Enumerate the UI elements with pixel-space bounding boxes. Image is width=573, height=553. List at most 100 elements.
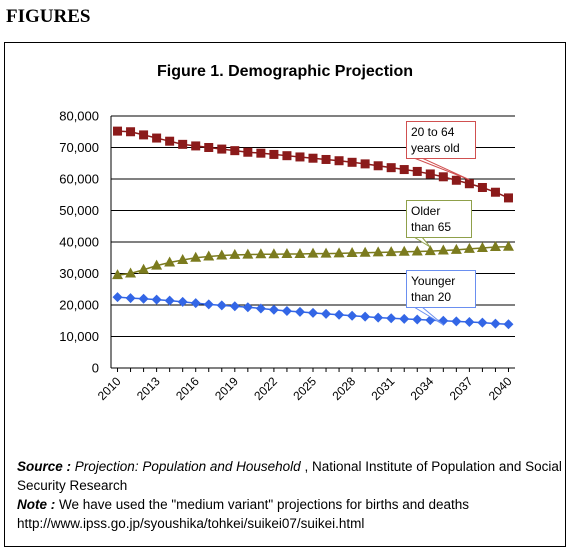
y-tick-label: 0 [92,361,99,376]
source-title: Projection: Population and Household [74,459,301,474]
series-label-line: Older [411,204,441,218]
data-point-triangle [502,240,514,251]
data-point-diamond [412,314,423,325]
y-tick-label: 50,000 [59,203,99,218]
data-point-square [126,127,136,137]
data-point-square [178,139,188,149]
chart-title: Figure 1. Demographic Projection [156,63,414,80]
data-point-triangle [398,245,410,256]
data-point-diamond [334,309,345,320]
data-point-square [373,161,383,171]
series-label-older-than-65: Older than 65 [406,200,472,238]
data-point-diamond [503,319,514,330]
data-point-triangle [385,246,397,257]
data-point-square [191,141,201,151]
data-point-square [360,159,370,169]
data-point-triangle [268,248,280,259]
x-tick-label: 2016 [173,374,202,403]
data-point-square [308,153,318,163]
data-point-triangle [307,247,319,258]
series-label-line: years old [411,141,460,155]
data-point-diamond [347,310,358,321]
data-point-square [477,183,487,193]
data-point-triangle [437,244,449,255]
data-point-triangle [151,259,163,270]
data-point-diamond [477,317,488,328]
source-label: Source : [17,459,72,474]
data-point-triangle [411,245,423,256]
data-point-diamond [281,305,292,316]
source-line: Source : Projection: Population and Hous… [17,457,562,495]
data-point-square [230,146,240,156]
x-tick-label: 2022 [251,374,280,403]
data-point-square [386,163,396,173]
data-point-square [503,193,513,203]
data-point-square [490,187,500,197]
data-point-triangle [216,249,228,260]
data-point-diamond [268,304,279,315]
series-label-line: 20 to 64 [411,125,455,139]
data-point-triangle [463,242,475,253]
data-point-diamond [399,313,410,324]
x-tick-label: 2040 [486,374,515,403]
data-point-square [256,148,266,158]
y-tick-label: 30,000 [59,266,99,281]
data-point-triangle [281,247,293,258]
data-point-triangle [164,256,176,267]
x-tick-label: 2013 [134,374,163,403]
data-point-triangle [190,251,202,262]
chart-frame: Figure 1. Demographic Projection 0 10,000… [4,42,566,547]
chart-plot: 0 10,000 20,000 30,000 40,000 50,000 60,000 70,… [59,109,515,403]
note-url: http://www.ipss.go.jp/syoushika/tohkei/s… [17,516,365,531]
data-point-square [269,149,279,159]
data-point-diamond [386,313,397,324]
data-point-diamond [490,318,501,329]
data-point-triangle [359,246,371,257]
data-point-diamond [190,298,201,309]
data-point-triangle [333,247,345,258]
note-line: Note : We have used the "medium variant"… [17,495,562,514]
data-point-diamond [216,300,227,311]
data-point-diamond [229,301,240,312]
note-label: Note : [17,497,56,512]
chart-notes: Source : Projection: Population and Hous… [17,457,562,533]
series-label-20-to-64: 20 to 64 years old [406,121,476,159]
data-point-square [334,156,344,166]
x-tick-label: 2031 [369,374,398,403]
data-point-triangle [489,241,501,252]
data-point-triangle [346,247,358,258]
series-label-younger-than-20: Younger than 20 [406,270,476,308]
data-point-diamond [164,295,175,306]
y-tick-label: 10,000 [59,329,99,344]
page-heading: FIGURES [6,6,91,27]
data-point-diamond [308,307,318,318]
data-point-triangle [177,253,189,264]
y-tick-label: 40,000 [59,235,99,250]
series-label-line: than 65 [411,220,452,234]
data-point-diamond [464,317,475,328]
data-point-square [282,151,292,161]
data-point-triangle [125,267,137,278]
data-point-square [139,130,149,140]
data-point-square [464,179,474,189]
data-point-square [165,136,175,146]
y-tick-label: 20,000 [59,298,99,313]
data-point-triangle [476,241,488,252]
data-point-triangle [112,269,124,280]
y-tick-label: 70,000 [59,140,99,155]
data-point-diamond [203,299,214,310]
data-point-diamond [151,294,162,305]
data-point-square [451,175,461,185]
data-point-triangle [450,243,462,254]
data-point-triangle [255,248,267,259]
data-point-triangle [372,246,384,257]
x-tick-label: 2010 [95,374,124,403]
data-point-square [399,165,409,175]
data-point-square [204,143,214,152]
x-tick-label: 2037 [447,374,476,403]
data-point-square [438,172,448,182]
data-point-square [347,157,357,167]
data-point-diamond [255,303,266,314]
data-point-square [295,152,305,162]
data-point-triangle [242,248,254,259]
